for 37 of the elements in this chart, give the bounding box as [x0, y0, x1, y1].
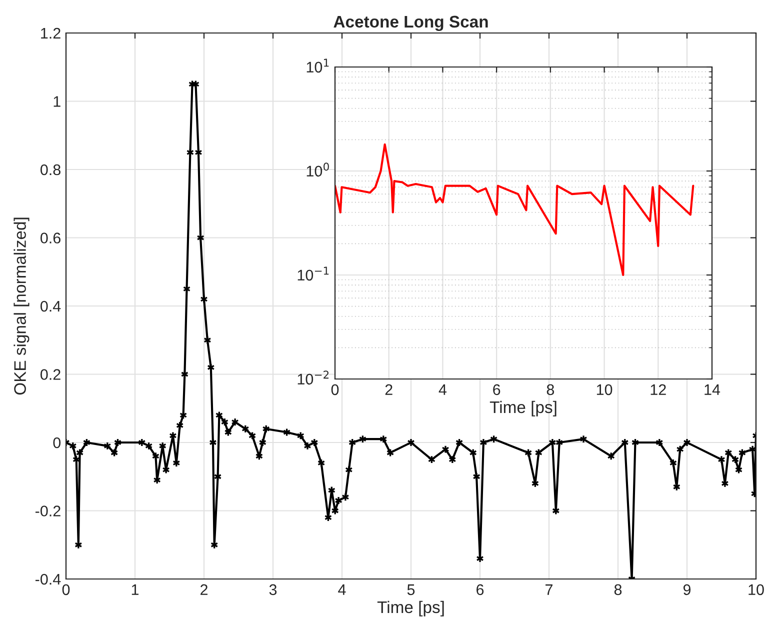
y-tick-label: -0.2 [35, 506, 60, 516]
x-tick-label: 7 [546, 584, 552, 595]
y-tick-label: 0 [53, 437, 61, 448]
x-tick-label: 1 [132, 584, 139, 595]
x-axis-title: Time [ps] [377, 600, 444, 616]
x-tick-label: 10 [748, 584, 764, 596]
y-tick-label: 0.8 [40, 164, 60, 176]
y-tick-label: 0.2 [40, 369, 60, 380]
y-tick-label: 10$^{1}$ [306, 58, 329, 73]
y-tick-label: 1 [54, 96, 60, 107]
line-series [335, 143, 694, 276]
x-axis-title: Time [ps] [490, 400, 556, 416]
x-tick-label: 3 [269, 584, 277, 596]
x-tick-label: 2 [385, 384, 392, 395]
x-tick-label: 12 [650, 384, 666, 395]
x-tick-label: 8 [546, 384, 554, 396]
x-tick-label: 4 [438, 384, 447, 395]
y-tick-label: -0.4 [35, 574, 61, 585]
y-tick-label: 0.6 [40, 232, 60, 244]
y-tick-label: 0.4 [40, 300, 61, 312]
x-tick-label: 9 [683, 584, 691, 596]
x-tick-label: 4 [338, 584, 346, 595]
y-tick-label: 10$^{−2}$ [298, 370, 329, 385]
x-tick-label: 8 [614, 584, 622, 596]
x-tick-label: 0 [331, 384, 339, 396]
y-tick-label: 10$^{−1}$ [298, 266, 329, 281]
chart-title: Acetone Long Scan [334, 16, 488, 31]
x-tick-label: 6 [493, 384, 500, 396]
y-axis-title: OKE signal [normalized] [14, 218, 30, 395]
x-tick-label: 6 [476, 584, 484, 596]
y-tick-label: 10$^{0}$ [306, 162, 329, 177]
x-tick-label: 10 [596, 384, 612, 396]
x-tick-label: 14 [704, 384, 720, 395]
x-tick-label: 2 [200, 584, 208, 595]
x-tick-label: 0 [62, 584, 70, 596]
x-tick-label: 5 [407, 584, 415, 596]
y-tick-label: 1.2 [41, 28, 60, 39]
